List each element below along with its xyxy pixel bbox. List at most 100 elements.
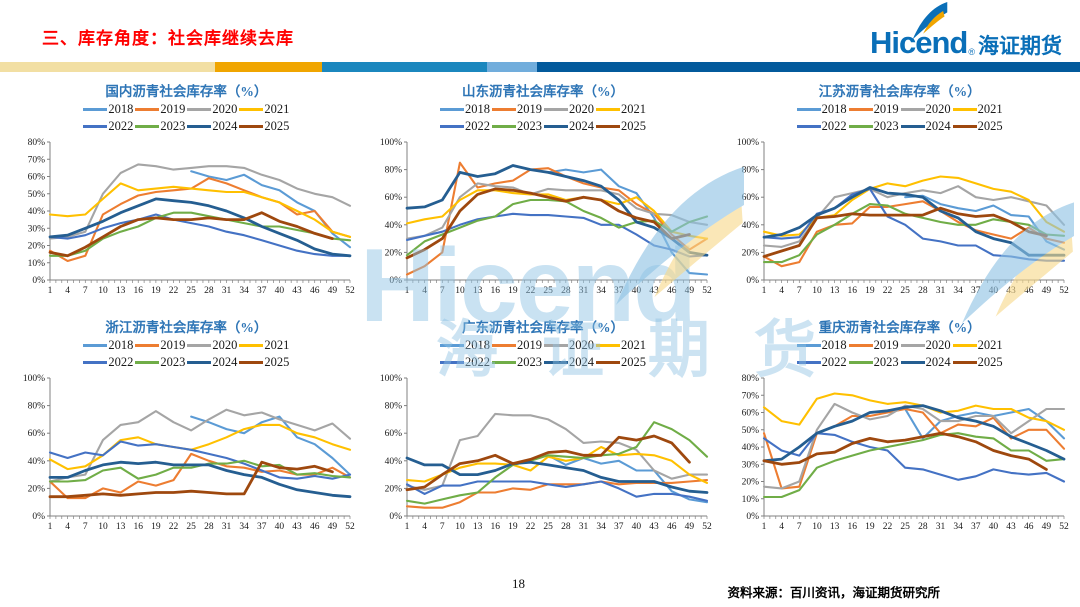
legend-label: 2019 — [516, 338, 542, 352]
legend-item-2023: 2023 — [491, 354, 542, 371]
x-axis-label: 16 — [490, 286, 500, 296]
legend-row: 2022 2023 2024 2025 — [796, 354, 1004, 371]
legend-line-swatch — [543, 344, 568, 347]
legend-label: 2022 — [464, 355, 490, 369]
x-axis-label: 46 — [1024, 286, 1034, 296]
x-axis-label: 34 — [953, 286, 963, 296]
x-axis-label: 31 — [935, 286, 945, 296]
legend-line-swatch — [952, 124, 977, 129]
legend-row: 2018 2019 2020 2021 — [439, 337, 647, 354]
x-axis-label: 4 — [779, 286, 784, 296]
y-axis-label: 60% — [385, 193, 403, 203]
x-axis-label: 37 — [971, 286, 981, 296]
x-axis-label: 40 — [988, 286, 998, 296]
legend-line-swatch — [796, 125, 821, 128]
x-axis-label: 22 — [882, 522, 892, 532]
x-axis-label: 7 — [440, 522, 445, 532]
page-number: 18 — [512, 576, 525, 591]
legend-item-2023: 2023 — [135, 354, 185, 371]
legend-item-2021: 2021 — [595, 337, 646, 354]
legend-line-swatch — [952, 108, 977, 111]
legend-row: 2018 2019 2020 2021 — [439, 101, 647, 118]
legend-label: 2022 — [821, 119, 847, 133]
y-axis-label: 0% — [33, 512, 46, 522]
x-axis-label: 43 — [293, 522, 303, 532]
legend-line-swatch — [900, 360, 925, 365]
legend-label: 2021 — [620, 338, 646, 352]
legend-item-2021: 2021 — [239, 337, 289, 354]
legend-label: 2024 — [925, 355, 951, 369]
legend-line-swatch — [439, 125, 464, 128]
x-axis-label: 13 — [116, 522, 126, 532]
x-axis-label: 1 — [405, 522, 410, 532]
legend-row: 2022 2023 2024 2025 — [439, 354, 647, 371]
chart-title: 江苏沥青社会库存率（%） — [818, 84, 981, 99]
chart-card-1: 国内沥青社会库存率（%） 2018 2019 2020 2021 2022 2023 2024… — [14, 78, 359, 298]
x-axis-label: 22 — [526, 522, 536, 532]
x-axis-label: 52 — [1059, 522, 1069, 532]
series-line-2020 — [405, 412, 709, 491]
y-axis-label: 40% — [28, 207, 46, 217]
x-axis-label: 25 — [543, 286, 553, 296]
legend-label: 2018 — [821, 102, 847, 116]
y-axis-label: 0% — [746, 276, 759, 286]
legend-label: 2024 — [568, 355, 594, 369]
y-axis-label: 10% — [741, 495, 759, 505]
chart-card-6: 重庆沥青社会库存率（%） 2018 2019 2020 2021 2022 2023 2024… — [727, 314, 1072, 534]
legend-line-swatch — [595, 344, 620, 347]
x-axis-label: 28 — [561, 522, 571, 532]
legend-item-2022: 2022 — [83, 118, 133, 135]
legend-item-2021: 2021 — [952, 101, 1003, 118]
logo-swoosh-icon — [912, 2, 948, 40]
legend-line-swatch — [491, 361, 516, 364]
legend-label: 2019 — [873, 102, 899, 116]
x-axis-label: 25 — [543, 522, 553, 532]
y-axis-label: 20% — [741, 248, 759, 258]
charts-grid: 国内沥青社会库存率（%） 2018 2019 2020 2021 2022 2023 2024… — [14, 78, 1072, 534]
legend-label: 2023 — [160, 355, 186, 369]
legend-line-swatch — [187, 344, 212, 347]
legend-item-2025: 2025 — [952, 354, 1003, 371]
legend-item-2019: 2019 — [848, 337, 899, 354]
y-axis-label: 40% — [741, 443, 759, 453]
legend-label: 2023 — [873, 119, 899, 133]
legend-item-2023: 2023 — [491, 118, 542, 135]
legend-item-2024: 2024 — [187, 118, 237, 135]
legend-item-2019: 2019 — [135, 101, 185, 118]
y-axis-label: 80% — [28, 138, 46, 148]
legend-line-swatch — [83, 125, 108, 128]
x-axis-label: 37 — [257, 286, 267, 296]
x-axis-label: 28 — [204, 522, 214, 532]
legend-label: 2018 — [464, 102, 490, 116]
legend-item-2019: 2019 — [491, 337, 542, 354]
series-line-2021 — [49, 182, 352, 238]
series-line-2020 — [49, 163, 352, 240]
x-axis-label: 46 — [310, 522, 320, 532]
chart-legend: 2018 2019 2020 2021 2022 2023 2024 2025 — [82, 337, 290, 371]
legend-item-2019: 2019 — [135, 337, 185, 354]
legend-label: 2018 — [464, 338, 490, 352]
chart-legend: 2018 2019 2020 2021 2022 2023 2024 2025 — [439, 101, 647, 135]
chart-title: 重庆沥青社会库存率（%） — [818, 320, 981, 335]
accent-bar-segment — [487, 62, 537, 72]
x-axis-label: 46 — [1024, 522, 1034, 532]
y-axis-label: 70% — [28, 155, 46, 165]
x-axis-label: 7 — [83, 286, 88, 296]
legend-label: 2023 — [516, 355, 542, 369]
x-axis-label: 46 — [310, 286, 320, 296]
series-line-2025 — [48, 211, 335, 258]
legend-label: 2020 — [212, 102, 238, 116]
accent-bar-segment — [0, 62, 215, 72]
legend-label: 2020 — [925, 338, 951, 352]
x-axis-label: 16 — [847, 522, 857, 532]
legend-label: 2025 — [977, 355, 1003, 369]
legend-row: 2022 2023 2024 2025 — [82, 118, 290, 135]
legend-row: 2018 2019 2020 2021 — [796, 101, 1004, 118]
legend-line-swatch — [952, 344, 977, 347]
source-note: 资料来源：百川资讯，海证期货研究所 — [727, 586, 940, 600]
legend-item-2019: 2019 — [848, 101, 899, 118]
legend-item-2024: 2024 — [900, 118, 951, 135]
chart-legend: 2018 2019 2020 2021 2022 2023 2024 2025 — [82, 101, 290, 135]
legend-label: 2018 — [108, 338, 134, 352]
legend-label: 2022 — [108, 119, 134, 133]
